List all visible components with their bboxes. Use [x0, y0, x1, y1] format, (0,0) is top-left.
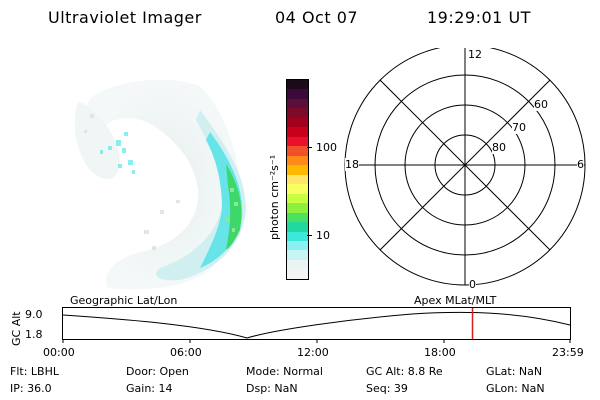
polar-ring-label: 80 — [492, 141, 506, 154]
y-tick-label: 1.8 — [25, 328, 43, 341]
colorbar-cell — [287, 98, 308, 109]
colorbar-tick-label: 100 — [316, 141, 337, 154]
polar-label-midnight: 0 — [469, 278, 476, 291]
colorbar-cell — [287, 240, 308, 251]
status-glon: GLon: NaN — [486, 382, 545, 395]
y-tick-label: 9.0 — [25, 308, 43, 321]
colorbar-cell — [287, 146, 308, 156]
observation-date: 04 Oct 07 — [275, 8, 359, 27]
colorbar-cell — [287, 80, 308, 90]
colorbar-tick-label: 10 — [316, 229, 330, 242]
colorbar-tick — [307, 147, 312, 148]
colorbar-cell — [287, 117, 308, 128]
status-ip: IP: 36.0 — [10, 382, 52, 395]
colorbar-cell — [287, 231, 308, 241]
colorbar-cell — [287, 193, 308, 204]
gcalt-axis-label: GC Alt — [10, 311, 23, 346]
x-tick-label: 00:00 — [43, 346, 75, 359]
colorbar-cell — [287, 184, 308, 194]
auroral-image — [74, 79, 246, 290]
polar-grid — [344, 48, 586, 286]
status-gain: Gain: 14 — [126, 382, 173, 395]
status-dsp: Dsp: NaN — [246, 382, 298, 395]
apex-label: Apex MLat/MLT — [414, 294, 497, 307]
colorbar-unit-label: photon cm⁻²s⁻¹ — [268, 154, 281, 240]
altitude-plot — [62, 307, 571, 343]
observation-time: 19:29:01 UT — [427, 8, 531, 27]
x-tick-label: 12:00 — [297, 346, 329, 359]
x-tick-label: 18:00 — [424, 346, 456, 359]
polar-ring-label: 60 — [534, 98, 548, 111]
polar-label-noon: 12 — [467, 48, 483, 61]
status-gcalt: GC Alt: 8.8 Re — [366, 365, 443, 378]
colorbar-cell — [287, 250, 308, 260]
colorbar — [286, 79, 309, 280]
polar-label-dawn: 6 — [577, 158, 584, 171]
colorbar-cell — [287, 174, 308, 185]
colorbar-cell — [287, 269, 308, 279]
colorbar-cell — [287, 203, 308, 213]
colorbar-cell — [287, 127, 308, 137]
colorbar-cell — [287, 222, 308, 232]
status-door: Door: Open — [126, 365, 189, 378]
colorbar-cell — [287, 136, 308, 147]
geo-label: Geographic Lat/Lon — [70, 294, 178, 307]
status-seq: Seq: 39 — [366, 382, 408, 395]
x-tick-label: 06:00 — [170, 346, 202, 359]
x-tick-label: 23:59 — [552, 346, 584, 359]
colorbar-cell — [287, 212, 308, 223]
status-glat: GLat: NaN — [486, 365, 543, 378]
status-filter: Flt: LBHL — [10, 365, 59, 378]
colorbar-cell — [287, 108, 308, 118]
polar-label-dusk: 18 — [345, 158, 359, 171]
colorbar-cell — [287, 165, 308, 175]
colorbar-tick — [307, 235, 312, 236]
altitude-curve — [62, 311, 571, 339]
instrument-title: Ultraviolet Imager — [48, 8, 202, 27]
colorbar-cell — [287, 259, 308, 270]
polar-ring-label: 70 — [512, 121, 526, 134]
colorbar-cell — [287, 89, 308, 99]
status-mode: Mode: Normal — [246, 365, 323, 378]
colorbar-cell — [287, 155, 308, 166]
